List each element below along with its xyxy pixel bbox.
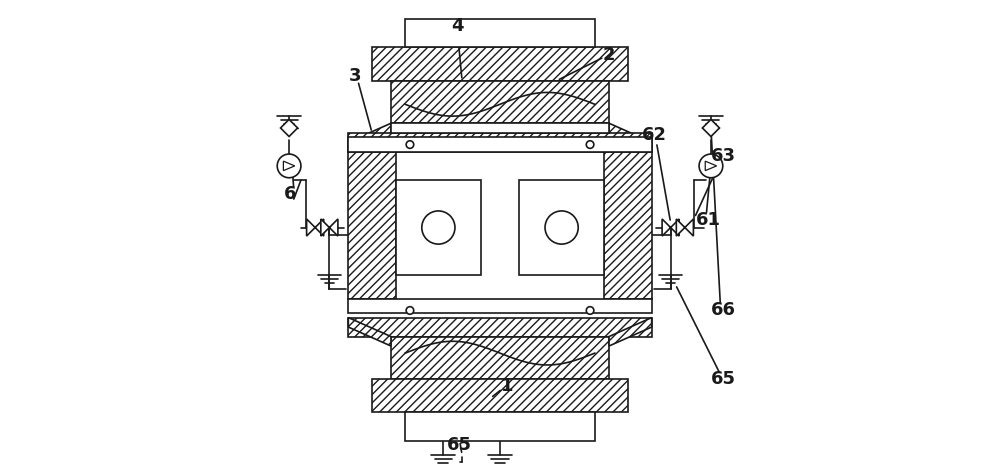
Bar xyxy=(372,47,628,81)
Polygon shape xyxy=(348,318,391,346)
Polygon shape xyxy=(609,123,652,152)
Text: 65: 65 xyxy=(447,436,472,454)
Circle shape xyxy=(586,307,594,314)
Polygon shape xyxy=(676,219,693,236)
Bar xyxy=(348,299,652,313)
Bar xyxy=(348,137,652,152)
Bar xyxy=(348,318,652,337)
Bar xyxy=(372,379,628,412)
Polygon shape xyxy=(281,119,298,137)
Text: 3: 3 xyxy=(349,67,362,85)
Bar xyxy=(391,81,609,123)
Bar xyxy=(396,180,481,275)
Text: 6: 6 xyxy=(284,185,297,203)
Bar xyxy=(348,133,652,152)
Polygon shape xyxy=(702,119,719,137)
Bar xyxy=(405,412,595,441)
Text: 62: 62 xyxy=(642,126,667,144)
Circle shape xyxy=(699,154,723,178)
Circle shape xyxy=(545,211,578,244)
Text: 65: 65 xyxy=(711,370,736,388)
Polygon shape xyxy=(348,123,391,152)
Circle shape xyxy=(586,141,594,148)
Bar xyxy=(391,337,609,379)
Text: 63: 63 xyxy=(711,147,736,165)
Polygon shape xyxy=(609,318,652,346)
Bar xyxy=(391,123,609,133)
Circle shape xyxy=(277,154,301,178)
Bar xyxy=(604,152,652,299)
Bar xyxy=(519,180,604,275)
Text: 1: 1 xyxy=(501,377,513,395)
Circle shape xyxy=(422,211,455,244)
Text: 61: 61 xyxy=(696,211,721,229)
Circle shape xyxy=(406,141,414,148)
Text: 66: 66 xyxy=(711,301,736,319)
Polygon shape xyxy=(662,219,679,236)
Text: 2: 2 xyxy=(603,46,615,64)
Bar xyxy=(348,152,396,299)
Polygon shape xyxy=(307,219,324,236)
Circle shape xyxy=(406,307,414,314)
Polygon shape xyxy=(321,219,338,236)
Text: 4: 4 xyxy=(451,17,464,35)
Bar xyxy=(405,19,595,47)
